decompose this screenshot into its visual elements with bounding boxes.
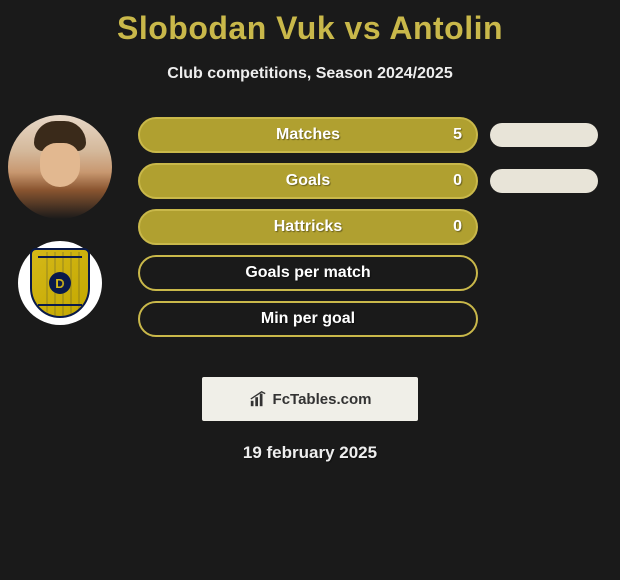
stat-row-min-per-goal: Min per goal bbox=[138, 301, 478, 337]
stats-area: D Matches 5 Goals 0 Hattricks 0 Goals pe… bbox=[0, 115, 620, 463]
stat-row-goals: Goals 0 bbox=[138, 163, 478, 199]
opponent-pill bbox=[490, 169, 598, 193]
club-badge: D bbox=[30, 248, 90, 318]
comparison-date: 19 february 2025 bbox=[0, 443, 620, 463]
stat-label: Goals per match bbox=[140, 264, 476, 282]
stat-row-hattricks: Hattricks 0 bbox=[138, 209, 478, 245]
club-avatar: D bbox=[18, 241, 102, 325]
comparison-title: Slobodan Vuk vs Antolin bbox=[0, 0, 620, 47]
stat-label: Matches bbox=[140, 126, 476, 144]
stat-label: Min per goal bbox=[140, 310, 476, 328]
brand-text: FcTables.com bbox=[273, 391, 372, 408]
stat-value: 5 bbox=[453, 126, 462, 144]
stat-value: 0 bbox=[453, 218, 462, 236]
opponent-pill bbox=[490, 123, 598, 147]
stat-label: Hattricks bbox=[140, 218, 476, 236]
stat-row-matches: Matches 5 bbox=[138, 117, 478, 153]
stat-value: 0 bbox=[453, 172, 462, 190]
chart-icon bbox=[249, 390, 267, 408]
player-avatar bbox=[8, 115, 112, 219]
stat-row-goals-per-match: Goals per match bbox=[138, 255, 478, 291]
club-initial: D bbox=[49, 272, 71, 294]
stat-label: Goals bbox=[140, 172, 476, 190]
stat-rows: Matches 5 Goals 0 Hattricks 0 Goals per … bbox=[138, 117, 478, 347]
season-subtitle: Club competitions, Season 2024/2025 bbox=[0, 65, 620, 83]
brand-badge[interactable]: FcTables.com bbox=[202, 377, 418, 421]
opponent-pills bbox=[490, 117, 598, 215]
